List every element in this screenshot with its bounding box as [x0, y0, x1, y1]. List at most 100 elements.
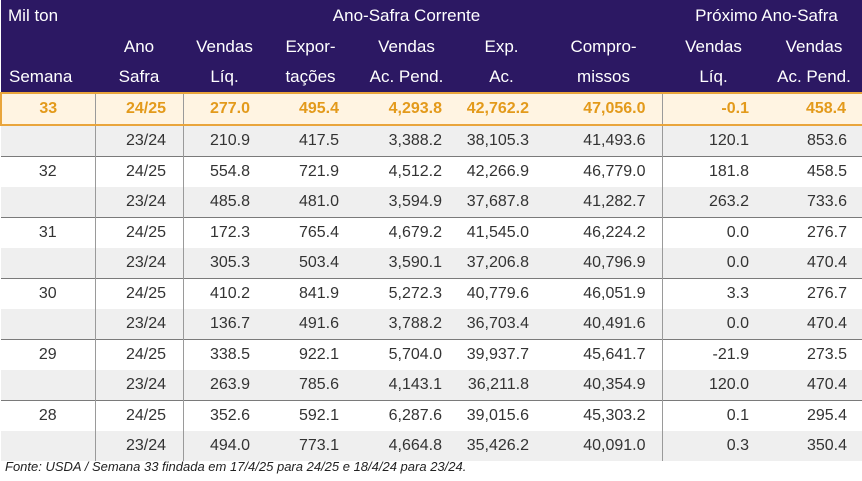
crop-year-cell: 23/24	[95, 248, 184, 279]
net-sales-cell: 338.5	[183, 339, 266, 370]
week-cell	[1, 187, 96, 218]
export-sales-table: Mil ton Ano-Safra Corrente Próximo Ano-S…	[0, 0, 862, 461]
outstanding-sales-cell: 4,679.2	[355, 217, 458, 248]
net-sales-cell: 210.9	[183, 125, 266, 157]
net-sales-cell: 305.3	[183, 248, 266, 279]
header-cell: Safra	[118, 67, 160, 86]
accum-exports-cell: 41,545.0	[458, 217, 545, 248]
crop-year-cell: 24/25	[95, 400, 184, 431]
accum-exports-cell: 39,937.7	[458, 339, 545, 370]
commitments-cell: 40,491.6	[545, 309, 663, 340]
next-outstanding-cell: 458.5	[765, 156, 862, 187]
outstanding-sales-cell: 4,664.8	[355, 431, 458, 461]
header-row-line1: Ano Vendas Expor- Vendas Exp. Compro- Vendas Ve…	[1, 32, 862, 62]
accum-exports-cell: 35,426.2	[458, 431, 545, 461]
exports-cell: 841.9	[266, 278, 355, 309]
table-body: 33 24/25 277.0 495.4 4,293.8 42,762.2 47,056.0…	[0, 92, 862, 461]
table-row: 23/24 210.9 417.5 3,388.2 38,105.3 41,493.6 12…	[1, 125, 862, 157]
crop-year-cell: 24/25	[95, 278, 184, 309]
header-cell: Ac. Pend.	[777, 67, 851, 86]
next-net-sales-cell: -0.1	[662, 92, 765, 126]
commitments-cell: 40,091.0	[545, 431, 663, 461]
table-row: 23/24 263.9 785.6 4,143.1 36,211.8 40,354.9 12…	[1, 370, 862, 401]
crop-year-cell: 24/25	[95, 339, 184, 370]
accum-exports-cell: 37,206.8	[458, 248, 545, 279]
net-sales-cell: 494.0	[183, 431, 266, 461]
table-row: 23/24 305.3 503.4 3,590.1 37,206.8 40,796.9 0.…	[1, 248, 862, 279]
next-outstanding-cell: 273.5	[765, 339, 862, 370]
week-cell	[1, 248, 96, 279]
exports-cell: 721.9	[266, 156, 355, 187]
week-cell	[1, 309, 96, 340]
next-outstanding-cell: 853.6	[765, 125, 862, 157]
next-net-sales-cell: 0.1	[662, 400, 765, 431]
next-outstanding-cell: 470.4	[765, 370, 862, 401]
exports-cell: 417.5	[266, 125, 355, 157]
commitments-cell: 46,224.2	[545, 217, 663, 248]
net-sales-cell: 136.7	[183, 309, 266, 340]
accum-exports-cell: 36,703.4	[458, 309, 545, 340]
exports-cell: 765.4	[266, 217, 355, 248]
header-cell: Vendas	[685, 37, 742, 56]
unit-label: Mil ton	[8, 6, 59, 25]
group-current-season: Ano-Safra Corrente	[332, 6, 481, 25]
commitments-cell: 41,493.6	[545, 125, 663, 157]
commitments-cell: 47,056.0	[545, 92, 663, 126]
outstanding-sales-cell: 4,293.8	[355, 92, 458, 126]
next-net-sales-cell: 120.0	[662, 370, 765, 401]
table-row: 23/24 485.8 481.0 3,594.9 37,687.8 41,282.7 26…	[1, 187, 862, 218]
table-row: 30 24/25 410.2 841.9 5,272.3 40,779.6 46,051.9…	[1, 278, 862, 309]
accum-exports-cell: 38,105.3	[458, 125, 545, 157]
next-net-sales-cell: 3.3	[662, 278, 765, 309]
header-row-groups: Mil ton Ano-Safra Corrente Próximo Ano-S…	[1, 0, 862, 32]
net-sales-cell: 352.6	[183, 400, 266, 431]
crop-year-cell: 23/24	[95, 187, 184, 218]
header-cell: Vendas	[378, 37, 435, 56]
table-row: 32 24/25 554.8 721.9 4,512.2 42,266.9 46,779.0…	[1, 156, 862, 187]
net-sales-cell: 172.3	[183, 217, 266, 248]
next-outstanding-cell: 733.6	[765, 187, 862, 218]
outstanding-sales-cell: 3,388.2	[355, 125, 458, 157]
header-cell: tações	[285, 67, 336, 86]
header-cell: Vendas	[785, 37, 843, 56]
net-sales-cell: 277.0	[183, 92, 266, 126]
header-cell: missos	[577, 67, 630, 86]
net-sales-cell: 554.8	[183, 156, 266, 187]
commitments-cell: 45,641.7	[545, 339, 663, 370]
header-cell: Ac.	[489, 67, 514, 86]
exports-cell: 922.1	[266, 339, 355, 370]
outstanding-sales-cell: 3,788.2	[355, 309, 458, 340]
next-net-sales-cell: 263.2	[662, 187, 765, 218]
table-row: 23/24 136.7 491.6 3,788.2 36,703.4 40,491.6 0.…	[1, 309, 862, 340]
exports-cell: 773.1	[266, 431, 355, 461]
crop-year-cell: 24/25	[95, 92, 184, 126]
crop-year-cell: 23/24	[95, 125, 184, 157]
header-row-line2: Semana Safra Líq. tações Ac. Pend. Ac. missos L…	[1, 62, 862, 93]
accum-exports-cell: 42,266.9	[458, 156, 545, 187]
week-cell: 31	[1, 217, 96, 248]
next-outstanding-cell: 276.7	[765, 217, 862, 248]
next-outstanding-cell: 458.4	[765, 92, 862, 126]
outstanding-sales-cell: 3,590.1	[355, 248, 458, 279]
next-outstanding-cell: 276.7	[765, 278, 862, 309]
crop-year-cell: 24/25	[95, 217, 184, 248]
header-cell	[1, 32, 95, 62]
crop-year-cell: 23/24	[95, 370, 184, 401]
week-cell: 32	[1, 156, 96, 187]
net-sales-cell: 410.2	[183, 278, 266, 309]
next-outstanding-cell: 470.4	[765, 248, 862, 279]
table-row: 28 24/25 352.6 592.1 6,287.6 39,015.6 45,303.2…	[1, 400, 862, 431]
exports-cell: 491.6	[266, 309, 355, 340]
header-cell: Expor-	[285, 37, 336, 56]
next-net-sales-cell: -21.9	[662, 339, 765, 370]
week-cell	[1, 370, 96, 401]
outstanding-sales-cell: 4,143.1	[355, 370, 458, 401]
next-net-sales-cell: 181.8	[662, 156, 765, 187]
next-outstanding-cell: 470.4	[765, 309, 862, 340]
accum-exports-cell: 42,762.2	[458, 92, 545, 126]
header-cell: Líq.	[210, 67, 239, 86]
outstanding-sales-cell: 3,594.9	[355, 187, 458, 218]
header-cell: Semana	[9, 67, 73, 86]
header-cell: Ac. Pend.	[369, 67, 444, 86]
week-cell	[1, 431, 96, 461]
